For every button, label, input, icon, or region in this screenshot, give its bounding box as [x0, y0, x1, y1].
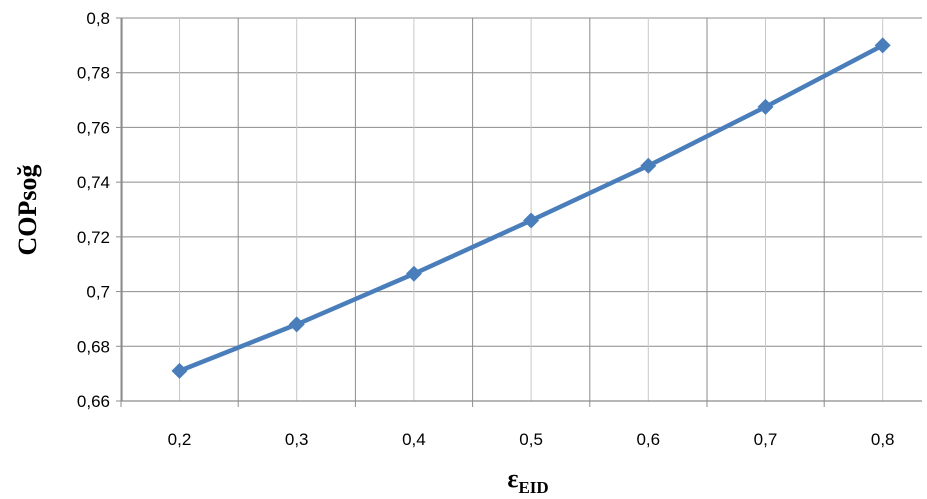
x-tick-labels: 0,2 0,3 0,4 0,5 0,6 0,7 0,8: [168, 430, 895, 449]
x-tick-label: 0,8: [871, 430, 895, 449]
y-tick-label: 0,8: [86, 9, 110, 28]
y-tick-label: 0,74: [77, 173, 110, 192]
x-tick-label: 0,5: [519, 430, 543, 449]
y-tick-labels: 0,66 0,68 0,7 0,72 0,74 0,76 0,78 0,8: [77, 9, 110, 411]
data-point-marker: [288, 316, 305, 333]
y-tick-label: 0,68: [77, 337, 110, 356]
data-point-marker: [523, 212, 540, 229]
y-tick-label: 0,7: [86, 283, 110, 302]
x-tick-label: 0,4: [402, 430, 426, 449]
data-point-marker: [874, 37, 891, 54]
grid-lines: [120, 17, 922, 402]
data-point-marker: [757, 98, 774, 115]
y-tick-label: 0,78: [77, 64, 110, 83]
y-tick-label: 0,66: [77, 392, 110, 411]
y-axis-title: COPsoğ: [13, 165, 42, 256]
data-markers: [171, 37, 891, 379]
data-point-marker: [405, 265, 422, 282]
x-tick-label: 0,2: [168, 430, 192, 449]
y-tick-label: 0,72: [77, 228, 110, 247]
y-tick-label: 0,76: [77, 118, 110, 137]
x-axis-title-main: ε: [507, 464, 518, 493]
x-tick-label: 0,6: [636, 430, 660, 449]
data-point-marker: [171, 362, 188, 379]
x-axis-title-sub: EID: [518, 478, 548, 497]
x-tick-label: 0,7: [754, 430, 778, 449]
x-tick-label: 0,3: [285, 430, 309, 449]
data-point-marker: [640, 157, 657, 174]
axes: [116, 17, 922, 407]
x-axis-title: εEID: [507, 464, 548, 497]
